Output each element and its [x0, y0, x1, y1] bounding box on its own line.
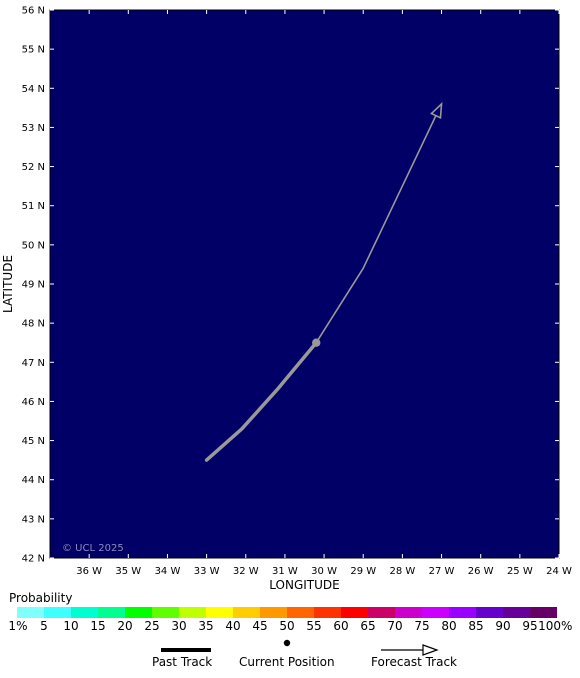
legend-swatch — [71, 607, 98, 618]
forecast-track-line — [315, 103, 443, 344]
legend-swatch — [206, 607, 233, 618]
legend-scale-label: 50 — [279, 619, 295, 633]
legend-swatch — [233, 607, 260, 618]
lon-tick-label: 36 W — [76, 566, 102, 577]
legend-scale-label: 10 — [63, 619, 79, 633]
legend-swatch — [530, 607, 557, 618]
map-background — [49, 9, 560, 559]
legend-scale-label: 15 — [90, 619, 106, 633]
legend-swatch — [314, 607, 341, 618]
past-track-line — [204, 340, 318, 462]
legend-scale-label: 100% — [538, 619, 573, 633]
legend-swatch — [422, 607, 449, 618]
lat-tick-label: 44 N — [22, 475, 45, 486]
forecast-arrowhead-icon — [430, 101, 443, 120]
legend-swatch — [17, 607, 44, 618]
lon-tick-label: 25 W — [507, 566, 533, 577]
x-axis-title: LONGITUDE — [269, 578, 339, 592]
lon-tick-label: 24 W — [546, 566, 572, 577]
lon-tick-label: 34 W — [155, 566, 181, 577]
legend-scale-label: 60 — [333, 619, 349, 633]
lat-tick-label: 43 N — [22, 514, 45, 525]
lon-tick-label: 30 W — [311, 566, 337, 577]
legend-scale-label: 75 — [414, 619, 430, 633]
legend-scale-label: 65 — [360, 619, 376, 633]
legend-scale-label: 35 — [198, 619, 214, 633]
legend-swatch — [44, 607, 71, 618]
legend-scale-label: 70 — [387, 619, 403, 633]
past-track-symbol — [161, 648, 211, 652]
lon-tick-label: 29 W — [350, 566, 376, 577]
legend-swatch — [152, 607, 179, 618]
legend-scale-label: 85 — [468, 619, 484, 633]
legend-swatch — [449, 607, 476, 618]
legend-scale-label: 5 — [40, 619, 48, 633]
track-map: 36 W 35 W 34 W 33 W 32 W 31 W 30 W 29 W 28 W 27 W… — [1, 6, 572, 593]
lat-tick-label: 42 N — [22, 554, 45, 565]
legend-swatch — [476, 607, 503, 618]
lat-tick-label: 47 N — [22, 358, 45, 369]
legend-scale-label: 95 — [522, 619, 538, 633]
y-axis-title: LATITUDE — [1, 255, 15, 313]
legend-swatch — [260, 607, 287, 618]
legend-scale-label: 25 — [144, 619, 160, 633]
lat-tick-label: 46 N — [22, 397, 45, 408]
longitude-axis: 36 W 35 W 34 W 33 W 32 W 31 W 30 W 29 W 28 W 27 W… — [76, 10, 572, 577]
probability-color-scale — [17, 607, 557, 618]
legend-scale-label: 1% — [8, 619, 28, 633]
legend-scale-label: 40 — [225, 619, 241, 633]
legend-title: Probability — [9, 591, 73, 605]
lat-tick-label: 51 N — [22, 201, 45, 212]
legend-swatch — [179, 607, 206, 618]
storm-tracks — [204, 101, 443, 462]
current-position-label: Current Position — [239, 655, 335, 669]
forecast-track-symbol — [381, 644, 439, 656]
current-position-symbol — [283, 639, 291, 647]
forecast-track-label: Forecast Track — [371, 655, 457, 669]
lat-tick-label: 55 N — [22, 45, 45, 56]
legend-scale-label: 55 — [306, 619, 322, 633]
lon-tick-label: 33 W — [194, 566, 220, 577]
legend-swatch — [287, 607, 314, 618]
legend-scale-label: 30 — [171, 619, 187, 633]
legend-swatch — [341, 607, 368, 618]
lat-tick-label: 53 N — [22, 123, 45, 134]
lat-tick-label: 54 N — [22, 84, 45, 95]
latitude-axis: 42 N 43 N 44 N 45 N 46 N 47 N 48 N 49 N 50 N 51 N… — [22, 6, 559, 565]
lat-tick-label: 52 N — [22, 162, 45, 173]
legend-scale-label: 80 — [441, 619, 457, 633]
legend-swatch — [125, 607, 152, 618]
current-position-marker — [312, 338, 321, 347]
lon-tick-label: 32 W — [233, 566, 259, 577]
lat-tick-label: 50 N — [22, 240, 45, 251]
lon-tick-label: 28 W — [389, 566, 415, 577]
legend-swatch — [98, 607, 125, 618]
lat-tick-label: 49 N — [22, 280, 45, 291]
legend-swatch — [503, 607, 530, 618]
lon-tick-label: 26 W — [468, 566, 494, 577]
legend-scale-label: 45 — [252, 619, 268, 633]
legend-scale-label: 20 — [117, 619, 133, 633]
legend-scale-label: 90 — [495, 619, 511, 633]
lon-tick-label: 27 W — [429, 566, 455, 577]
copyright-label: © UCL 2025 — [62, 543, 124, 554]
lat-tick-label: 56 N — [22, 6, 45, 17]
past-track-label: Past Track — [152, 655, 213, 669]
lat-tick-label: 48 N — [22, 319, 45, 330]
lon-tick-label: 31 W — [272, 566, 298, 577]
legend-swatch — [395, 607, 422, 618]
legend-swatch — [368, 607, 395, 618]
lat-tick-label: 45 N — [22, 436, 45, 447]
lon-tick-label: 35 W — [115, 566, 141, 577]
